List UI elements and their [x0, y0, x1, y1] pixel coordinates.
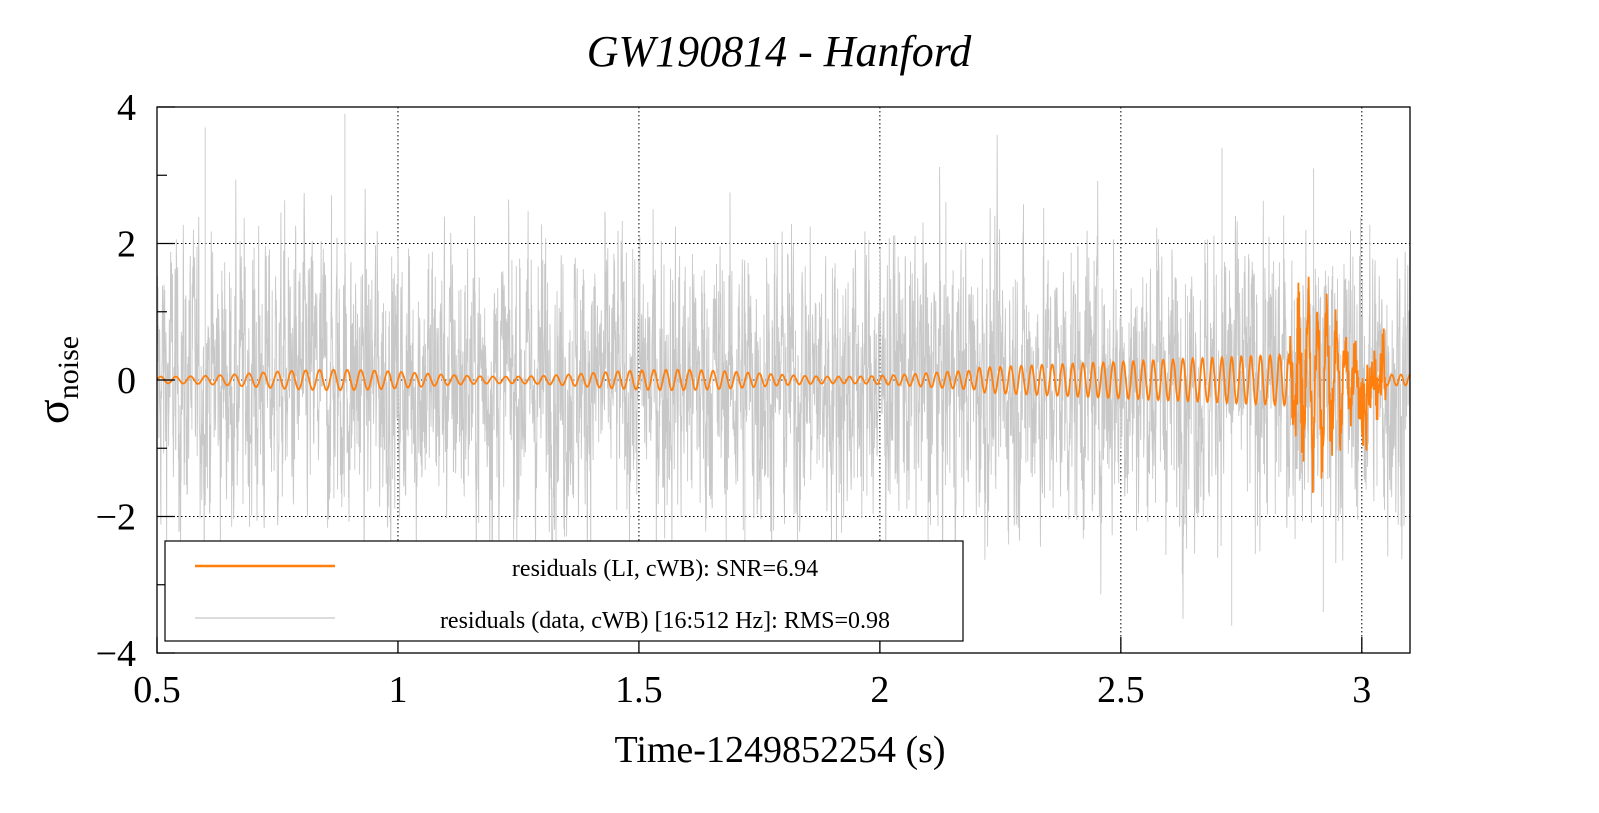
y-tick-label: 2	[117, 224, 136, 266]
legend-label-li: residuals (LI, cWB): SNR=6.94	[512, 556, 818, 582]
x-tick-label: 3	[1352, 669, 1371, 711]
x-axis-label: Time-1249852254 (s)	[614, 729, 945, 771]
chart-title: GW190814 - Hanford	[587, 27, 973, 76]
y-tick-label: −2	[96, 497, 136, 539]
y-axis-label-sub: noise	[52, 336, 85, 399]
x-tick-label: 1.5	[615, 669, 663, 711]
legend-box	[164, 540, 964, 642]
y-tick-label: 4	[117, 87, 136, 129]
series-line-li-residuals	[156, 276, 1411, 493]
x-tick-label: 0.5	[133, 669, 181, 711]
series-li-residuals	[156, 276, 1411, 493]
y-tick-labels: −4 −2 0 2 4	[96, 87, 136, 675]
y-axis-label: σnoise	[27, 336, 85, 424]
legend: residuals (LI, cWB): SNR=6.94 residuals …	[164, 540, 964, 642]
y-axis-label-main: σ	[27, 399, 78, 424]
legend-label-data: residuals (data, cWB) [16:512 Hz]: RMS=0…	[440, 608, 890, 634]
series-line-data-residuals	[156, 113, 1411, 626]
x-tick-label: 2.5	[1097, 669, 1145, 711]
series-data-residuals	[156, 113, 1411, 626]
x-tick-labels: 0.5 1 1.5 2 2.5 3	[133, 669, 1371, 711]
y-tick-label: 0	[117, 360, 136, 402]
x-tick-label: 1	[388, 669, 407, 711]
x-tick-label: 2	[870, 669, 889, 711]
y-tick-label: −4	[96, 633, 136, 675]
